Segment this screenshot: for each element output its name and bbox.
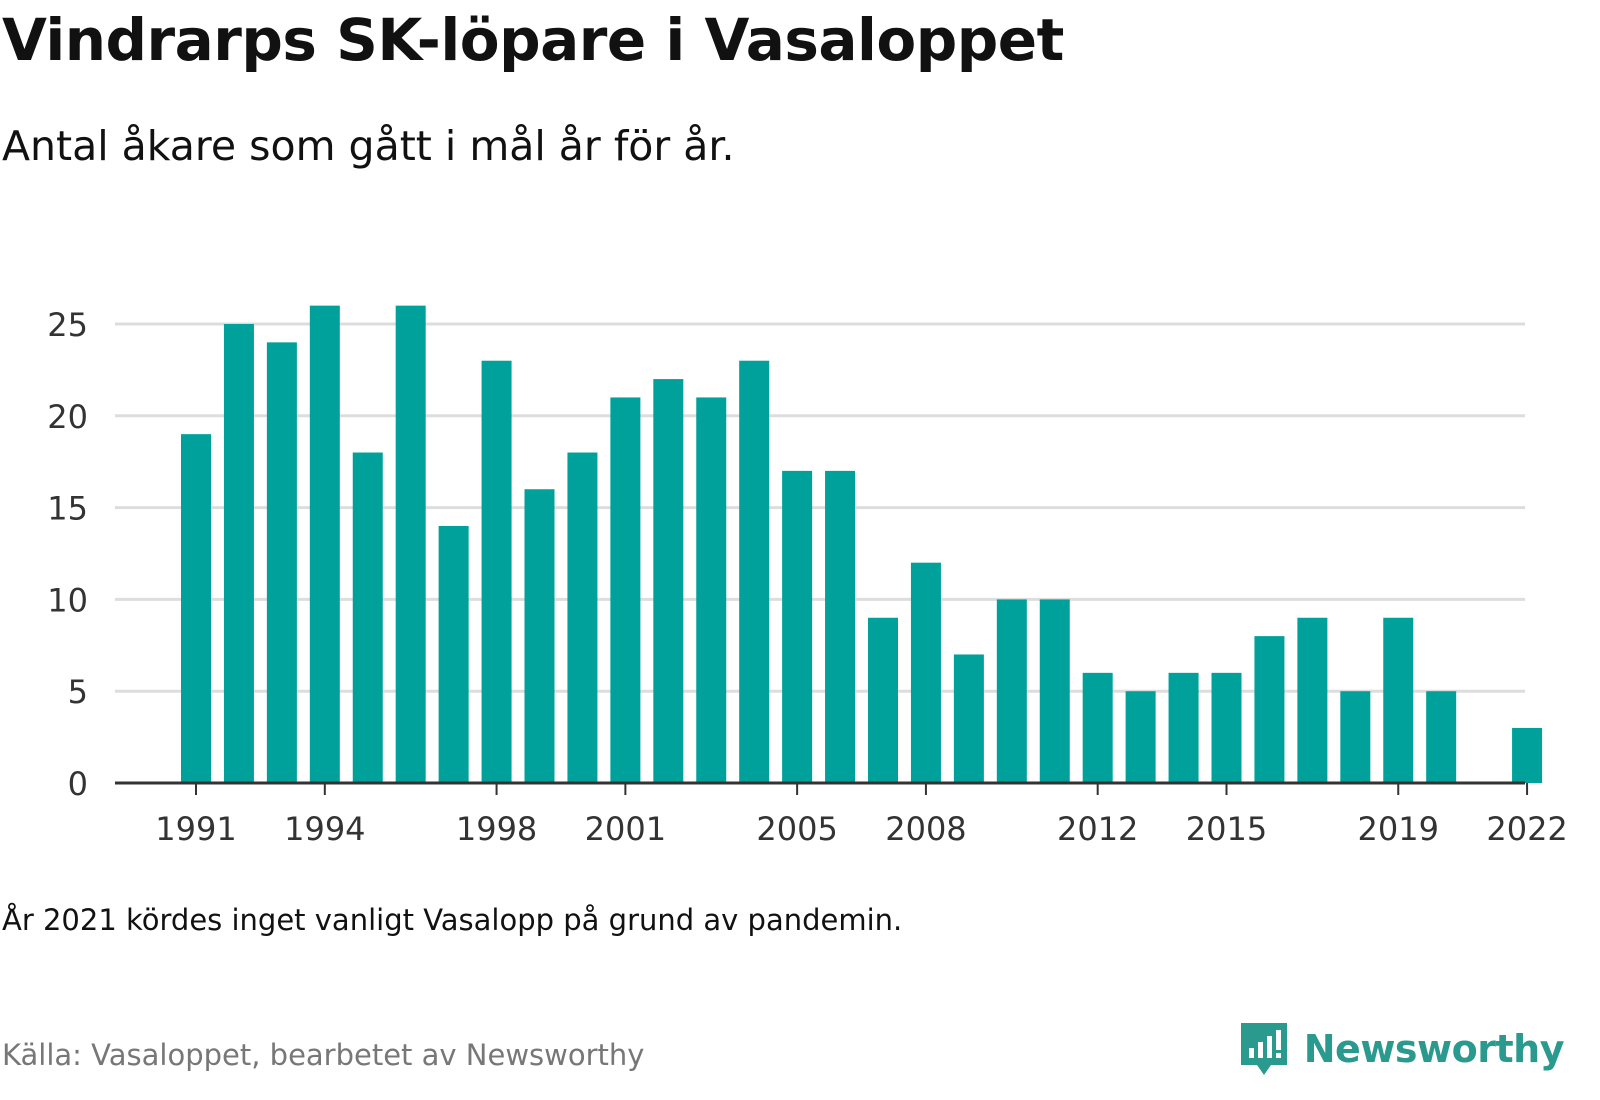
x-tick-label: 2005: [756, 810, 837, 848]
brand-name: Newsworthy: [1303, 1027, 1565, 1071]
x-tick-label: 1991: [155, 810, 236, 848]
bar-2013: [1125, 691, 1156, 783]
bar-2014: [1168, 672, 1199, 783]
bar-2000: [567, 452, 598, 783]
bar-2009: [953, 654, 984, 783]
y-axis-labels: 0 5 10 15 20 25: [47, 306, 88, 803]
bar-2008: [910, 562, 941, 783]
bar-1991: [181, 434, 211, 783]
y-tick-label: 5: [68, 673, 88, 711]
bar-2001: [610, 397, 641, 783]
bar-2011: [1039, 599, 1070, 783]
bar-2007: [868, 617, 898, 783]
source-credit: Källa: Vasaloppet, bearbetet av Newswort…: [2, 1038, 645, 1072]
bar-2022: [1512, 727, 1543, 783]
bar-1999: [524, 489, 555, 783]
bar-1992: [223, 324, 254, 783]
brand-logo: Newsworthy: [1238, 1020, 1565, 1078]
y-tick-label: 15: [47, 490, 88, 528]
bar-2003: [696, 397, 727, 783]
bar-2006: [825, 470, 856, 783]
bar-1995: [352, 452, 383, 783]
bar-2019: [1383, 617, 1414, 783]
footnote: År 2021 kördes inget vanligt Vasalopp på…: [2, 903, 903, 937]
bar-1997: [438, 525, 469, 783]
y-tick-label: 20: [47, 398, 88, 436]
bar-2017: [1297, 617, 1328, 783]
x-tick-label: 2022: [1486, 810, 1567, 848]
bar-2010: [996, 599, 1027, 783]
x-tick-label: 2019: [1358, 810, 1439, 848]
chart-title: Vindrarps SK-löpare i Vasaloppet: [2, 6, 1064, 74]
y-tick-label: 0: [68, 765, 88, 803]
y-tick-label: 25: [47, 306, 88, 344]
bar-2012: [1082, 672, 1113, 783]
newsworthy-logo-icon: [1240, 1023, 1287, 1075]
bar-chart: 0 5 10 15 20 25 1991 1994 1998 2001 2005 2008 2012 2…: [47, 305, 1568, 848]
bar-2020: [1426, 691, 1457, 783]
x-tick-label: 1994: [284, 810, 365, 848]
bar-1993: [266, 342, 297, 783]
bars: [181, 305, 1543, 783]
x-tick-label: 1998: [456, 810, 537, 848]
bar-1998: [481, 360, 512, 783]
x-tick-label: 2008: [885, 810, 966, 848]
chart-subtitle: Antal åkare som gått i mål år för år.: [2, 122, 735, 170]
x-tick-label: 2001: [585, 810, 666, 848]
bar-2015: [1211, 672, 1242, 783]
bar-2016: [1254, 636, 1285, 783]
x-tick-label: 2015: [1186, 810, 1267, 848]
bar-1994: [309, 305, 340, 783]
bar-2005: [782, 470, 813, 783]
bar-2018: [1340, 691, 1371, 783]
x-tick-label: 2012: [1057, 810, 1138, 848]
bar-1996: [395, 305, 426, 783]
y-tick-label: 10: [47, 581, 88, 619]
bar-2002: [653, 379, 684, 783]
bar-2004: [739, 360, 770, 783]
gridlines: [115, 322, 1525, 693]
x-axis: 1991 1994 1998 2001 2005 2008 2012 2015 2019 2022: [115, 781, 1568, 848]
